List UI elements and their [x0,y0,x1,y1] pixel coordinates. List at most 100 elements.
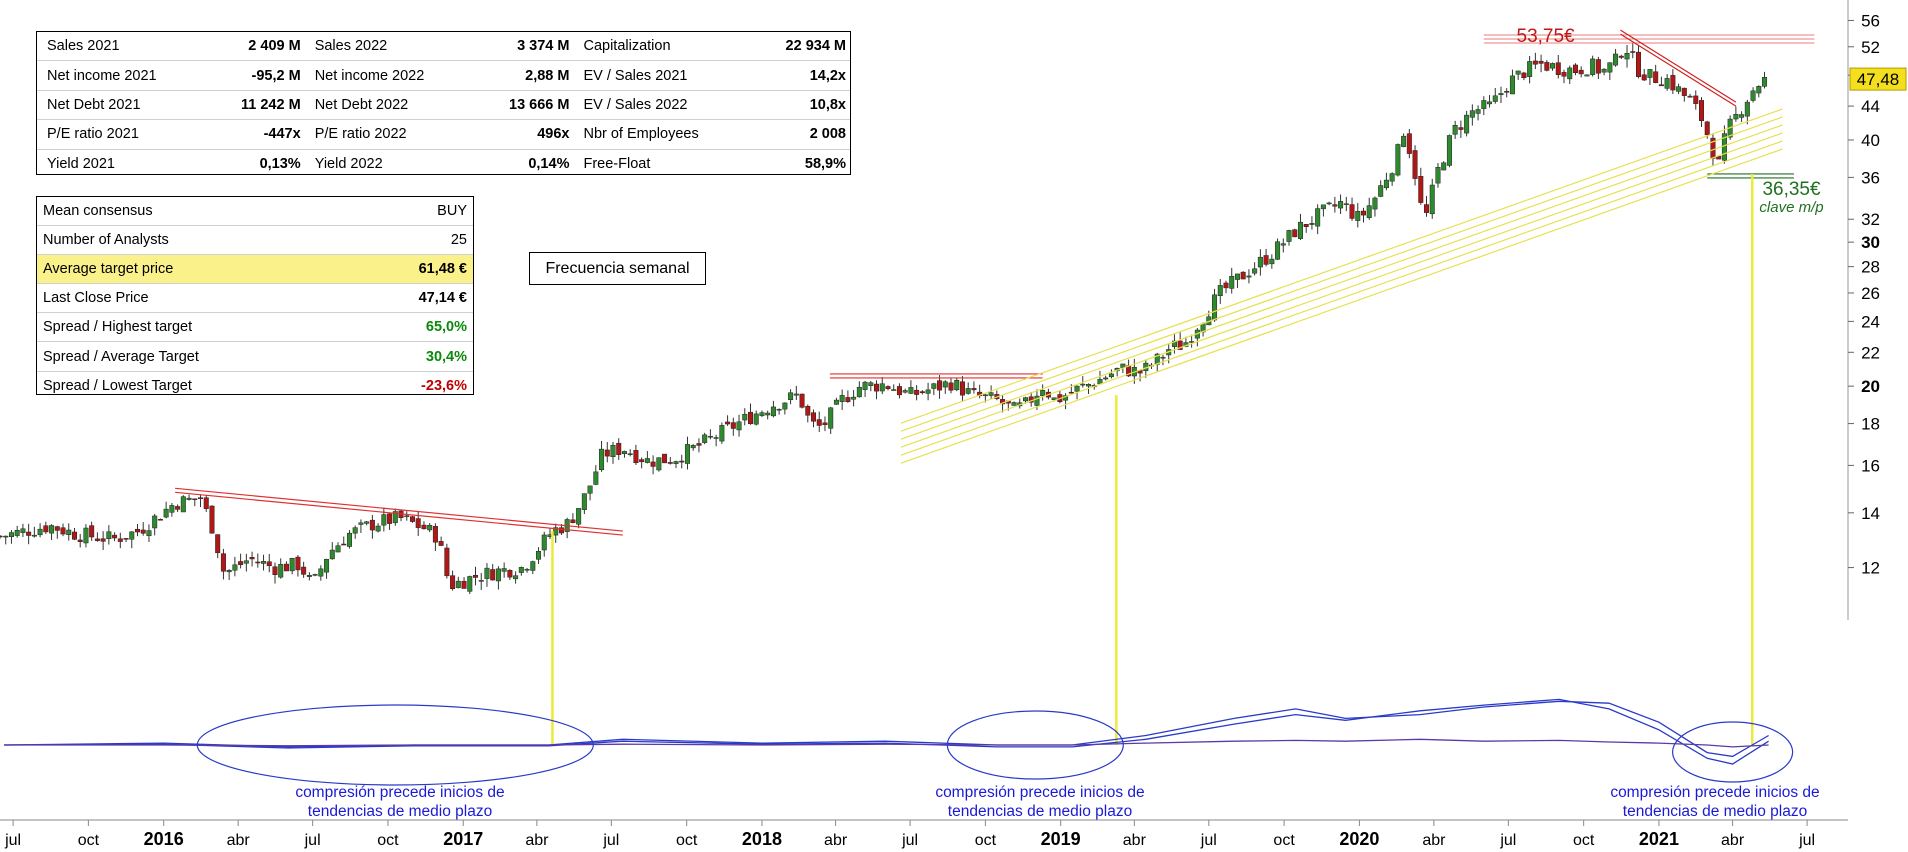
x-tick-label: jul [1798,832,1815,849]
candle-body [1607,62,1613,73]
candle-body [988,392,994,396]
consensus-row: Spread / Highest target 65,0% [37,312,473,343]
consensus-value: BUY [357,197,473,227]
candle-body [839,395,845,402]
candle-body [8,532,14,537]
candle-body [1395,144,1401,176]
candle-body [112,534,118,539]
candle-body [1349,204,1355,219]
candle-body [1670,75,1676,91]
consensus-row: Number of Analysts 25 [37,225,473,256]
candle-body [1635,51,1641,77]
candle-body [1475,109,1481,114]
metric-value: -447x [209,119,305,150]
candle-body [1699,100,1705,122]
candle-body [157,518,163,521]
candle-body [1292,229,1298,238]
candle-body [856,386,862,398]
candle-body [404,515,410,518]
candle-body [1240,271,1246,280]
metric-value: 11 242 M [209,90,305,121]
x-tick-label: jul [304,832,321,849]
y-tick-label: 28 [1861,258,1880,277]
candle-body [656,457,662,471]
candle-body [1618,55,1624,58]
candle-body [1234,273,1240,280]
candle-body [954,379,960,391]
candle-body [387,513,393,524]
candle-body [1550,63,1556,69]
candle-body [49,525,55,534]
candle-body [576,508,582,525]
candle-body [501,568,507,572]
fundamentals-row: Net Debt 2021 11 242 M Net Debt 2022 13 666… [37,90,850,121]
candle-body [1401,135,1407,147]
candle-body [375,525,381,532]
x-tick-label: oct [78,832,100,849]
candle-body [415,518,421,528]
candle-body [725,421,731,425]
candle-body [1086,384,1092,387]
candle-body [621,451,627,454]
metric-value: 22 934 M [753,32,850,62]
metric-value: 58,9% [804,155,846,172]
candle-body [1355,211,1361,221]
metric-label: Sales 2022 [304,32,477,62]
candle-body [1744,101,1750,117]
candle-body [140,529,146,534]
last-price-label: 47,48 [1857,70,1900,89]
candle-body [329,549,335,560]
candle-body [931,383,937,389]
y-tick-label: 24 [1861,312,1880,331]
candle-body [616,442,622,455]
candle-body [220,553,226,572]
x-tick-label: oct [377,832,399,849]
consensus-label: Spread / Lowest Target [43,377,192,394]
candle-body [730,422,736,429]
candle-body [1378,185,1384,197]
candle-body [667,462,673,464]
candle-body [421,524,427,530]
candle-body [610,445,616,457]
candle-body [1022,397,1028,402]
metric-value: 10,8x [753,90,850,121]
candle-body [238,561,244,565]
y-tick-label: 40 [1861,131,1880,150]
uptrend-channel-line [900,140,1783,456]
candle-body [66,529,72,536]
metric-value: 2 008 [753,119,850,150]
candle-body [1171,340,1177,347]
y-tick-label: 44 [1861,97,1880,116]
x-tick-label: 2019 [1041,829,1081,849]
indicator-line [4,700,1769,758]
candle-body [1739,114,1745,118]
candle-body [1303,224,1309,227]
candle-body [513,575,519,580]
candle-body [816,419,822,426]
candle-body [175,506,181,510]
candle-body [209,505,215,534]
x-tick-label: 2021 [1639,829,1679,849]
candle-body [106,531,112,540]
metric-label: Capitalization [573,32,754,62]
candle-body [1257,256,1263,268]
candle-body [1544,62,1550,71]
candle-body [914,389,920,395]
candle-body [43,525,49,533]
candle-body [163,508,169,518]
fundamentals-row: Sales 2021 2 409 M Sales 2022 3 374 M Capita… [37,32,850,62]
candle-body [1492,95,1498,102]
candle-body [937,380,943,391]
metric-value: 0,13% [259,155,301,172]
candle-body [215,534,221,554]
candle-body [742,413,748,421]
candle-body [1040,390,1046,397]
candle-body [1383,179,1389,189]
candle-body [1034,395,1040,406]
candle-body [1051,397,1057,400]
candle-body [60,527,66,535]
candle-body [1189,341,1195,343]
candle-body [1389,173,1395,182]
candle-body [455,580,461,588]
candle-body [1320,204,1326,210]
